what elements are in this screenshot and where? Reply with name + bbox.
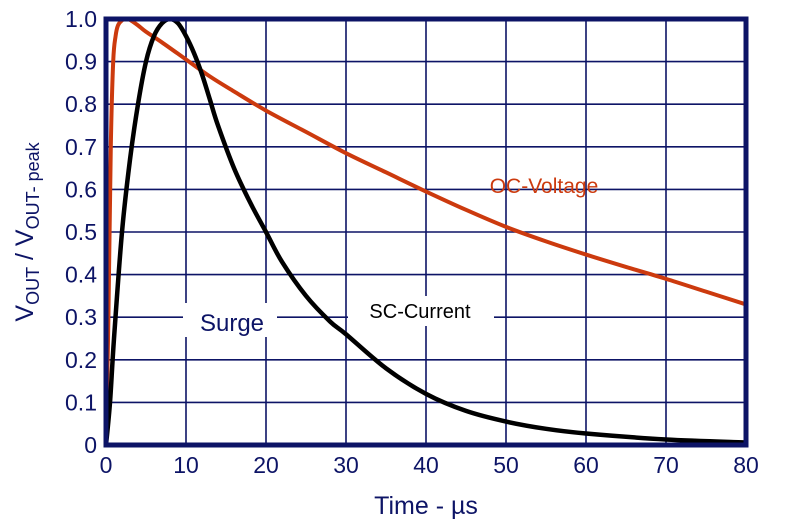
y-tick-label: 0.6 — [65, 176, 97, 202]
y-tick-label: 0.3 — [65, 304, 97, 330]
x-tick-label: 20 — [253, 452, 279, 478]
x-tick-label: 70 — [653, 452, 679, 478]
grid — [105, 18, 747, 446]
y-axis-label: VOUT / VOUT- peak — [11, 141, 43, 321]
x-tick-label: 0 — [100, 452, 113, 478]
y-tick-label: 0 — [84, 432, 97, 458]
x-tick-label: 50 — [493, 452, 519, 478]
x-tick-label: 80 — [733, 452, 759, 478]
series-line-oc-voltage — [104, 16, 747, 446]
annotation-oc-voltage: OC-Voltage — [490, 175, 599, 198]
y-tick-label: 0.7 — [65, 134, 97, 160]
y-tick-label: 0.1 — [65, 389, 97, 415]
y-tick-labels: 0 0.1 0.2 0.3 0.4 0.5 0.6 0.7 0.8 0.9 1.0 — [65, 6, 97, 458]
y-tick-label: 0.4 — [65, 262, 97, 288]
x-tick-label: 40 — [413, 452, 439, 478]
series-line-sc-current — [103, 16, 747, 446]
y-tick-label: 0.5 — [65, 219, 97, 245]
y-tick-label: 0.2 — [65, 347, 97, 373]
x-axis-label: Time - µs — [374, 492, 478, 520]
y-tick-label: 1.0 — [65, 6, 97, 32]
annotation-sc-current: SC-Current — [348, 296, 494, 326]
svg-text:Surge: Surge — [200, 310, 264, 337]
x-tick-label: 30 — [333, 452, 359, 478]
x-tick-label: 60 — [573, 452, 599, 478]
y-tick-label: 0.9 — [65, 49, 97, 75]
x-tick-label: 10 — [173, 452, 199, 478]
svg-text:SC-Current: SC-Current — [369, 301, 471, 323]
annotation-surge: Surge — [183, 303, 277, 337]
x-tick-labels: 0 10 20 30 40 50 60 70 80 — [100, 452, 759, 478]
y-tick-label: 0.8 — [65, 91, 97, 117]
plot-frame — [103, 16, 749, 448]
series-lines — [103, 16, 747, 446]
